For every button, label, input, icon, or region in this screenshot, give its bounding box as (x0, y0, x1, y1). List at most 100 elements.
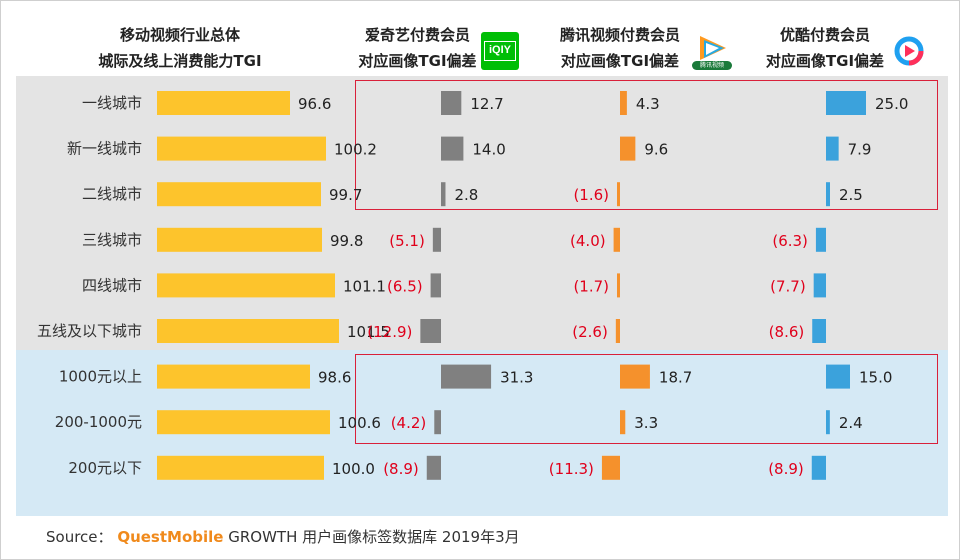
youku-bar (812, 319, 826, 343)
overall-bar (157, 455, 324, 480)
source-brand: QuestMobile (117, 528, 224, 546)
youku-value-label: (6.3) (772, 232, 808, 250)
youku-value-label: (8.9) (768, 460, 804, 478)
overall-value-label: 101.5 (347, 323, 390, 341)
tencent-bar (617, 273, 620, 298)
tencent-bar (617, 182, 620, 207)
youku-bar (826, 364, 850, 389)
tencent-value-label: (1.6) (573, 186, 609, 204)
overall-bar (157, 319, 339, 343)
youku-value-label: 7.9 (848, 141, 872, 159)
category-label: 一线城市 (82, 94, 142, 112)
header-iqiyi-line2: 对应画像TGI偏差 (358, 52, 477, 70)
tencent-bar (620, 136, 636, 161)
category-label: 五线及以下城市 (37, 322, 142, 340)
youku-bar (826, 182, 830, 207)
tencent-video-logo-icon: 腾讯视频 (690, 34, 734, 72)
overall-bar (157, 136, 326, 161)
overall-value-label: 100.6 (338, 414, 381, 432)
tencent-value-label: (1.7) (573, 277, 609, 295)
header-overall: 移动视频行业总体 城际及线上消费能力TGI (60, 22, 300, 74)
header-youku-line2: 对应画像TGI偏差 (765, 52, 885, 70)
header-iqiyi-line1: 爱奇艺付费会员 (364, 26, 470, 44)
highlight-box-high-spend (355, 354, 938, 444)
city-tier-background (16, 76, 948, 350)
header-tencent-line2: 对应画像TGI偏差 (560, 52, 680, 70)
overall-value-label: 96.6 (298, 95, 331, 113)
category-label: 三线城市 (82, 231, 142, 249)
category-label: 1000元以上 (59, 368, 142, 386)
overall-bar (157, 227, 322, 252)
youku-bar (826, 91, 866, 115)
header-iqiyi: 爱奇艺付费会员 对应画像TGI偏差 (345, 22, 490, 74)
iqiyi-value-label: (5.1) (389, 232, 425, 250)
source-prefix: Source： (46, 528, 113, 546)
iqiyi-bar (441, 182, 446, 207)
overall-value-label: 99.8 (330, 232, 363, 250)
iqiyi-bar (432, 227, 441, 252)
tencent-bar (620, 410, 626, 435)
iqiyi-bar (434, 410, 441, 435)
youku-bar (811, 455, 826, 480)
source-rest: GROWTH 用户画像标签数据库 2019年3月 (228, 528, 520, 546)
youku-value-label: (8.6) (769, 323, 805, 341)
iqiyi-bar (441, 364, 492, 389)
overall-value-label: 100.2 (334, 141, 377, 159)
header-tencent-line1: 腾讯视频付费会员 (559, 26, 680, 44)
tencent-value-label: 4.3 (636, 95, 660, 113)
tencent-bar (615, 319, 620, 343)
tencent-bar (620, 364, 650, 389)
tencent-value-label: 3.3 (634, 414, 658, 432)
iqiyi-bar (441, 91, 462, 115)
iqiyi-value-label: 31.3 (500, 369, 533, 387)
youku-value-label: 2.5 (839, 186, 863, 204)
tencent-value-label: 18.7 (659, 369, 692, 387)
iqiyi-value-label: (6.5) (387, 277, 423, 295)
tencent-logo-text: 腾讯视频 (699, 62, 724, 69)
category-label: 200-1000元 (55, 413, 142, 431)
overall-bar (157, 273, 335, 298)
iqiyi-value-label: (4.2) (391, 414, 427, 432)
overall-bar (157, 410, 330, 435)
header-tencent: 腾讯视频付费会员 对应画像TGI偏差 (550, 22, 690, 74)
youku-value-label: 25.0 (875, 95, 908, 113)
source-note: Source： QuestMobile GROWTH 用户画像标签数据库 201… (46, 526, 520, 547)
iqiyi-value-label: (12.9) (367, 323, 412, 341)
header-overall-line2: 城际及线上消费能力TGI (98, 52, 262, 70)
overall-bar (157, 91, 290, 115)
category-label: 二线城市 (82, 185, 142, 203)
overall-value-label: 100.0 (332, 460, 375, 478)
iqiyi-bar (430, 273, 441, 298)
category-label: 新一线城市 (67, 140, 142, 158)
header-youku-line1: 优酷付费会员 (779, 26, 870, 44)
iqiyi-value-label: 12.7 (470, 95, 503, 113)
youku-value-label: 2.4 (839, 414, 863, 432)
youku-bar (826, 410, 830, 435)
iqiyi-logo-text: iQIY (484, 41, 516, 61)
category-label: 四线城市 (82, 276, 142, 294)
youku-logo-icon (894, 36, 924, 66)
header-youku: 优酷付费会员 对应画像TGI偏差 (755, 22, 895, 74)
iqiyi-logo-icon: iQIY (481, 32, 519, 70)
tencent-value-label: (4.0) (570, 232, 606, 250)
overall-bar (157, 182, 321, 207)
overall-value-label: 101.1 (343, 277, 386, 295)
youku-value-label: 15.0 (859, 369, 892, 387)
overall-value-label: 98.6 (318, 369, 351, 387)
tencent-bar (601, 455, 620, 480)
youku-value-label: (7.7) (770, 277, 806, 295)
iqiyi-value-label: 14.0 (472, 141, 505, 159)
overall-value-label: 99.7 (329, 186, 362, 204)
iqiyi-value-label: 2.8 (454, 186, 478, 204)
iqiyi-bar (420, 319, 441, 343)
youku-bar (826, 136, 839, 161)
youku-bar (815, 227, 826, 252)
tencent-bar (613, 227, 620, 252)
highlight-box-top-tier (355, 80, 938, 210)
tencent-value-label: (11.3) (549, 460, 594, 478)
overall-bar (157, 364, 310, 389)
iqiyi-bar (426, 455, 441, 480)
tencent-value-label: 9.6 (644, 141, 668, 159)
category-label: 200元以下 (68, 459, 142, 477)
